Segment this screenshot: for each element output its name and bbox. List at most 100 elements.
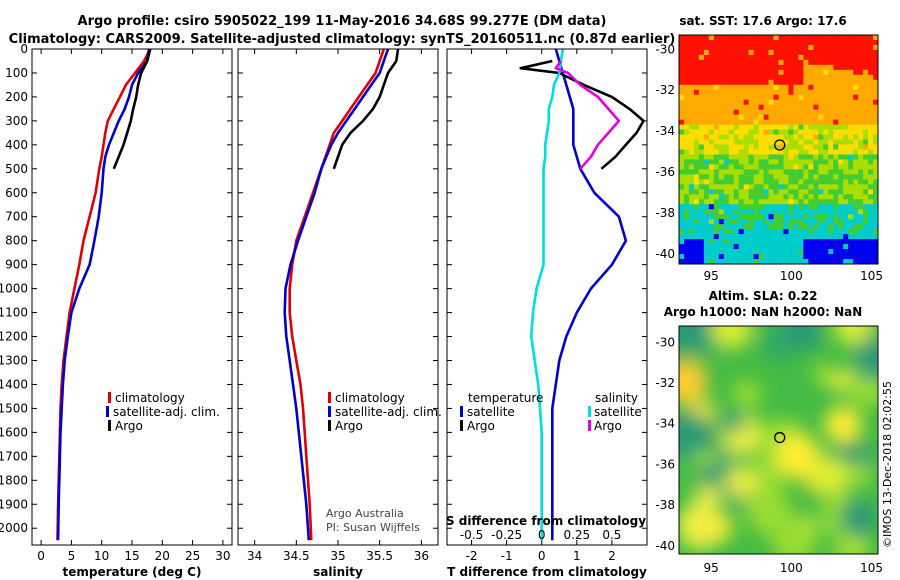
- sst-cell: [843, 35, 849, 41]
- sst-cell: [688, 134, 695, 140]
- sst-cell: [798, 164, 804, 170]
- sst-cell: [713, 259, 720, 265]
- sst-map-title: sat. SST: 17.6 Argo: 17.6: [679, 14, 846, 28]
- x-tick-label: 25: [185, 549, 200, 563]
- sst-cell: [713, 149, 720, 155]
- sst-cell: [853, 114, 859, 121]
- sst-cell: [703, 149, 710, 155]
- sst-cell: [868, 169, 874, 175]
- temperature-panel: 0100200300400500600700800900100011001200…: [0, 42, 233, 579]
- sst-cell: [713, 254, 720, 260]
- sst-cell: [723, 94, 730, 101]
- sst-cell: [718, 94, 725, 101]
- sst-cell: [688, 224, 695, 230]
- sst-cell: [743, 109, 750, 116]
- sst-cell: [783, 189, 789, 195]
- sst-cell: [683, 124, 690, 130]
- sst-cell: [693, 114, 700, 121]
- sst-cell: [843, 174, 849, 180]
- sst-cell: [793, 159, 799, 165]
- sst-cell: [788, 59, 794, 66]
- sst-cell: [798, 234, 804, 240]
- x-top-tick-label: -0.5: [460, 528, 483, 542]
- sst-cell: [728, 159, 735, 165]
- sst-cell: [693, 64, 700, 71]
- sst-cell: [808, 139, 814, 145]
- sst-cell: [813, 209, 819, 215]
- sst-cell: [748, 154, 755, 160]
- sst-x-tick-label: 105: [860, 269, 883, 283]
- annotation-argo-australia: Argo Australia: [326, 507, 404, 520]
- sst-cell: [858, 69, 864, 76]
- sst-cell: [683, 99, 690, 106]
- sst-cell: [708, 239, 715, 245]
- sst-cell: [718, 239, 725, 245]
- sst-cell: [773, 234, 779, 240]
- sst-cell: [753, 59, 760, 66]
- sst-cell: [818, 189, 824, 195]
- sst-cell: [813, 174, 819, 180]
- sst-cell: [873, 54, 879, 61]
- sst-cell: [683, 234, 690, 240]
- sst-cell: [853, 209, 859, 215]
- sst-cell: [823, 54, 829, 61]
- sst-cell: [683, 139, 690, 145]
- sst-cell: [718, 35, 725, 41]
- sst-cell: [833, 214, 839, 220]
- sst-cell: [679, 144, 685, 150]
- sst-cell: [703, 189, 710, 195]
- sst-cell: [788, 109, 794, 116]
- sst-cell: [723, 134, 730, 140]
- sst-cell: [688, 199, 695, 205]
- sst-cell: [763, 149, 769, 155]
- sst-cell: [823, 69, 829, 76]
- sst-cell: [868, 124, 874, 130]
- sst-cell: [783, 254, 789, 260]
- sst-cell: [768, 79, 774, 86]
- sst-cell: [813, 189, 819, 195]
- sst-cell: [818, 239, 824, 245]
- sst-cell: [698, 259, 705, 265]
- sst-cell: [873, 224, 879, 230]
- sst-cell: [773, 239, 779, 245]
- sst-cell: [693, 79, 700, 86]
- sst-cell: [778, 224, 784, 230]
- sst-cell: [853, 234, 859, 240]
- legend-swatch-climatology: [108, 392, 111, 403]
- sst-y-tick-label: -32: [655, 83, 675, 97]
- sst-cell: [748, 39, 755, 46]
- sst-cell: [833, 119, 839, 126]
- sst-cell: [843, 119, 849, 126]
- sst-cell: [748, 74, 755, 81]
- sst-cell: [683, 89, 690, 96]
- sst-cell: [728, 54, 735, 61]
- sst-cell: [843, 69, 849, 76]
- sst-cell: [853, 239, 859, 245]
- sst-cell: [679, 99, 685, 106]
- sst-cell: [838, 234, 844, 240]
- sst-cell: [758, 94, 764, 101]
- sst-cell: [708, 209, 715, 215]
- sst-cell: [768, 169, 774, 175]
- sst-cell: [758, 124, 764, 130]
- sst-cell: [758, 179, 764, 185]
- sst-cell: [868, 114, 874, 121]
- sst-cell: [703, 169, 710, 175]
- sst-cell: [698, 194, 705, 200]
- sst-cell: [693, 184, 700, 190]
- sst-cell: [698, 44, 705, 51]
- sst-cell: [838, 254, 844, 260]
- figure-title-line2: Climatology: CARS2009. Satellite-adjuste…: [9, 32, 676, 47]
- sst-cell: [738, 94, 745, 101]
- sst-cell: [713, 119, 720, 126]
- sst-cell: [873, 209, 879, 215]
- sst-cell: [703, 124, 710, 130]
- sst-cell: [873, 144, 879, 150]
- sla-map-title: Altim. SLA: 0.22: [709, 289, 818, 303]
- sst-cell: [773, 204, 779, 210]
- sst-cell: [723, 124, 730, 130]
- sst-cell: [833, 239, 839, 245]
- sst-cell: [753, 74, 760, 81]
- sst-cell: [813, 204, 819, 210]
- sst-cell: [793, 219, 799, 225]
